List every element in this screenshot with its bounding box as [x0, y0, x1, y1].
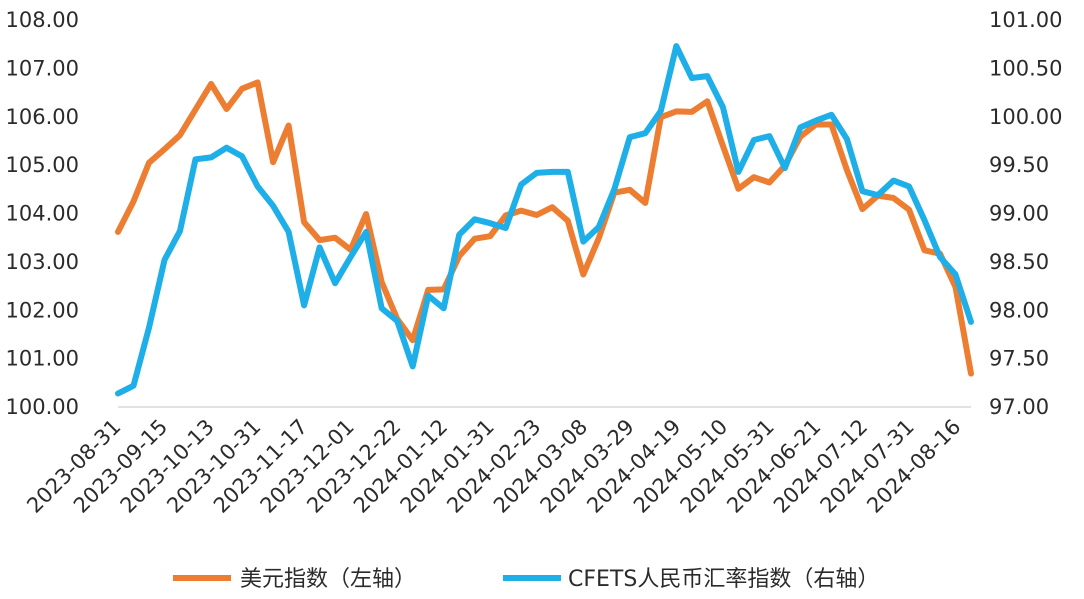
cfets-index-line: [115, 43, 974, 397]
right-axis-tick-label: 100.00: [989, 105, 1062, 129]
right-axis-tick-label: 97.00: [989, 395, 1049, 419]
left-axis-tick-label: 101.00: [6, 347, 79, 371]
left-axis-tick-label: 108.00: [6, 8, 79, 32]
legend: 美元指数（左轴） CFETS人民币汇率指数（右轴）: [173, 567, 879, 592]
right-axis: 97.00 97.50 98.00 98.50 99.00 99.50 100.00 100.…: [989, 8, 1062, 419]
right-axis-tick-label: 101.00: [989, 8, 1062, 32]
left-axis-tick-label: 102.00: [6, 298, 79, 322]
usd-index-line: [115, 79, 974, 377]
left-axis-tick-label: 106.00: [6, 105, 79, 129]
plot-area: [115, 43, 974, 397]
right-axis-tick-label: 99.50: [989, 153, 1049, 177]
right-axis-tick-label: 98.00: [989, 298, 1049, 322]
left-axis-tick-label: 100.00: [6, 395, 79, 419]
right-axis-tick-label: 98.50: [989, 250, 1049, 274]
left-axis-tick-label: 104.00: [6, 202, 79, 226]
left-axis-tick-label: 107.00: [6, 56, 79, 80]
right-axis-tick-label: 97.50: [989, 347, 1049, 371]
left-axis-tick-label: 105.00: [6, 153, 79, 177]
x-axis: 2023-08-312023-09-152023-10-132023-10-31…: [22, 415, 965, 518]
legend-label: 美元指数（左轴）: [240, 567, 416, 592]
right-axis-tick-label: 100.50: [989, 56, 1062, 80]
left-axis: 100.00 101.00 102.00 103.00 104.00 105.00 106.…: [6, 8, 79, 419]
left-axis-tick-label: 103.00: [6, 250, 79, 274]
legend-label: CFETS人民币汇率指数（右轴）: [568, 567, 879, 592]
right-axis-tick-label: 99.00: [989, 202, 1049, 226]
